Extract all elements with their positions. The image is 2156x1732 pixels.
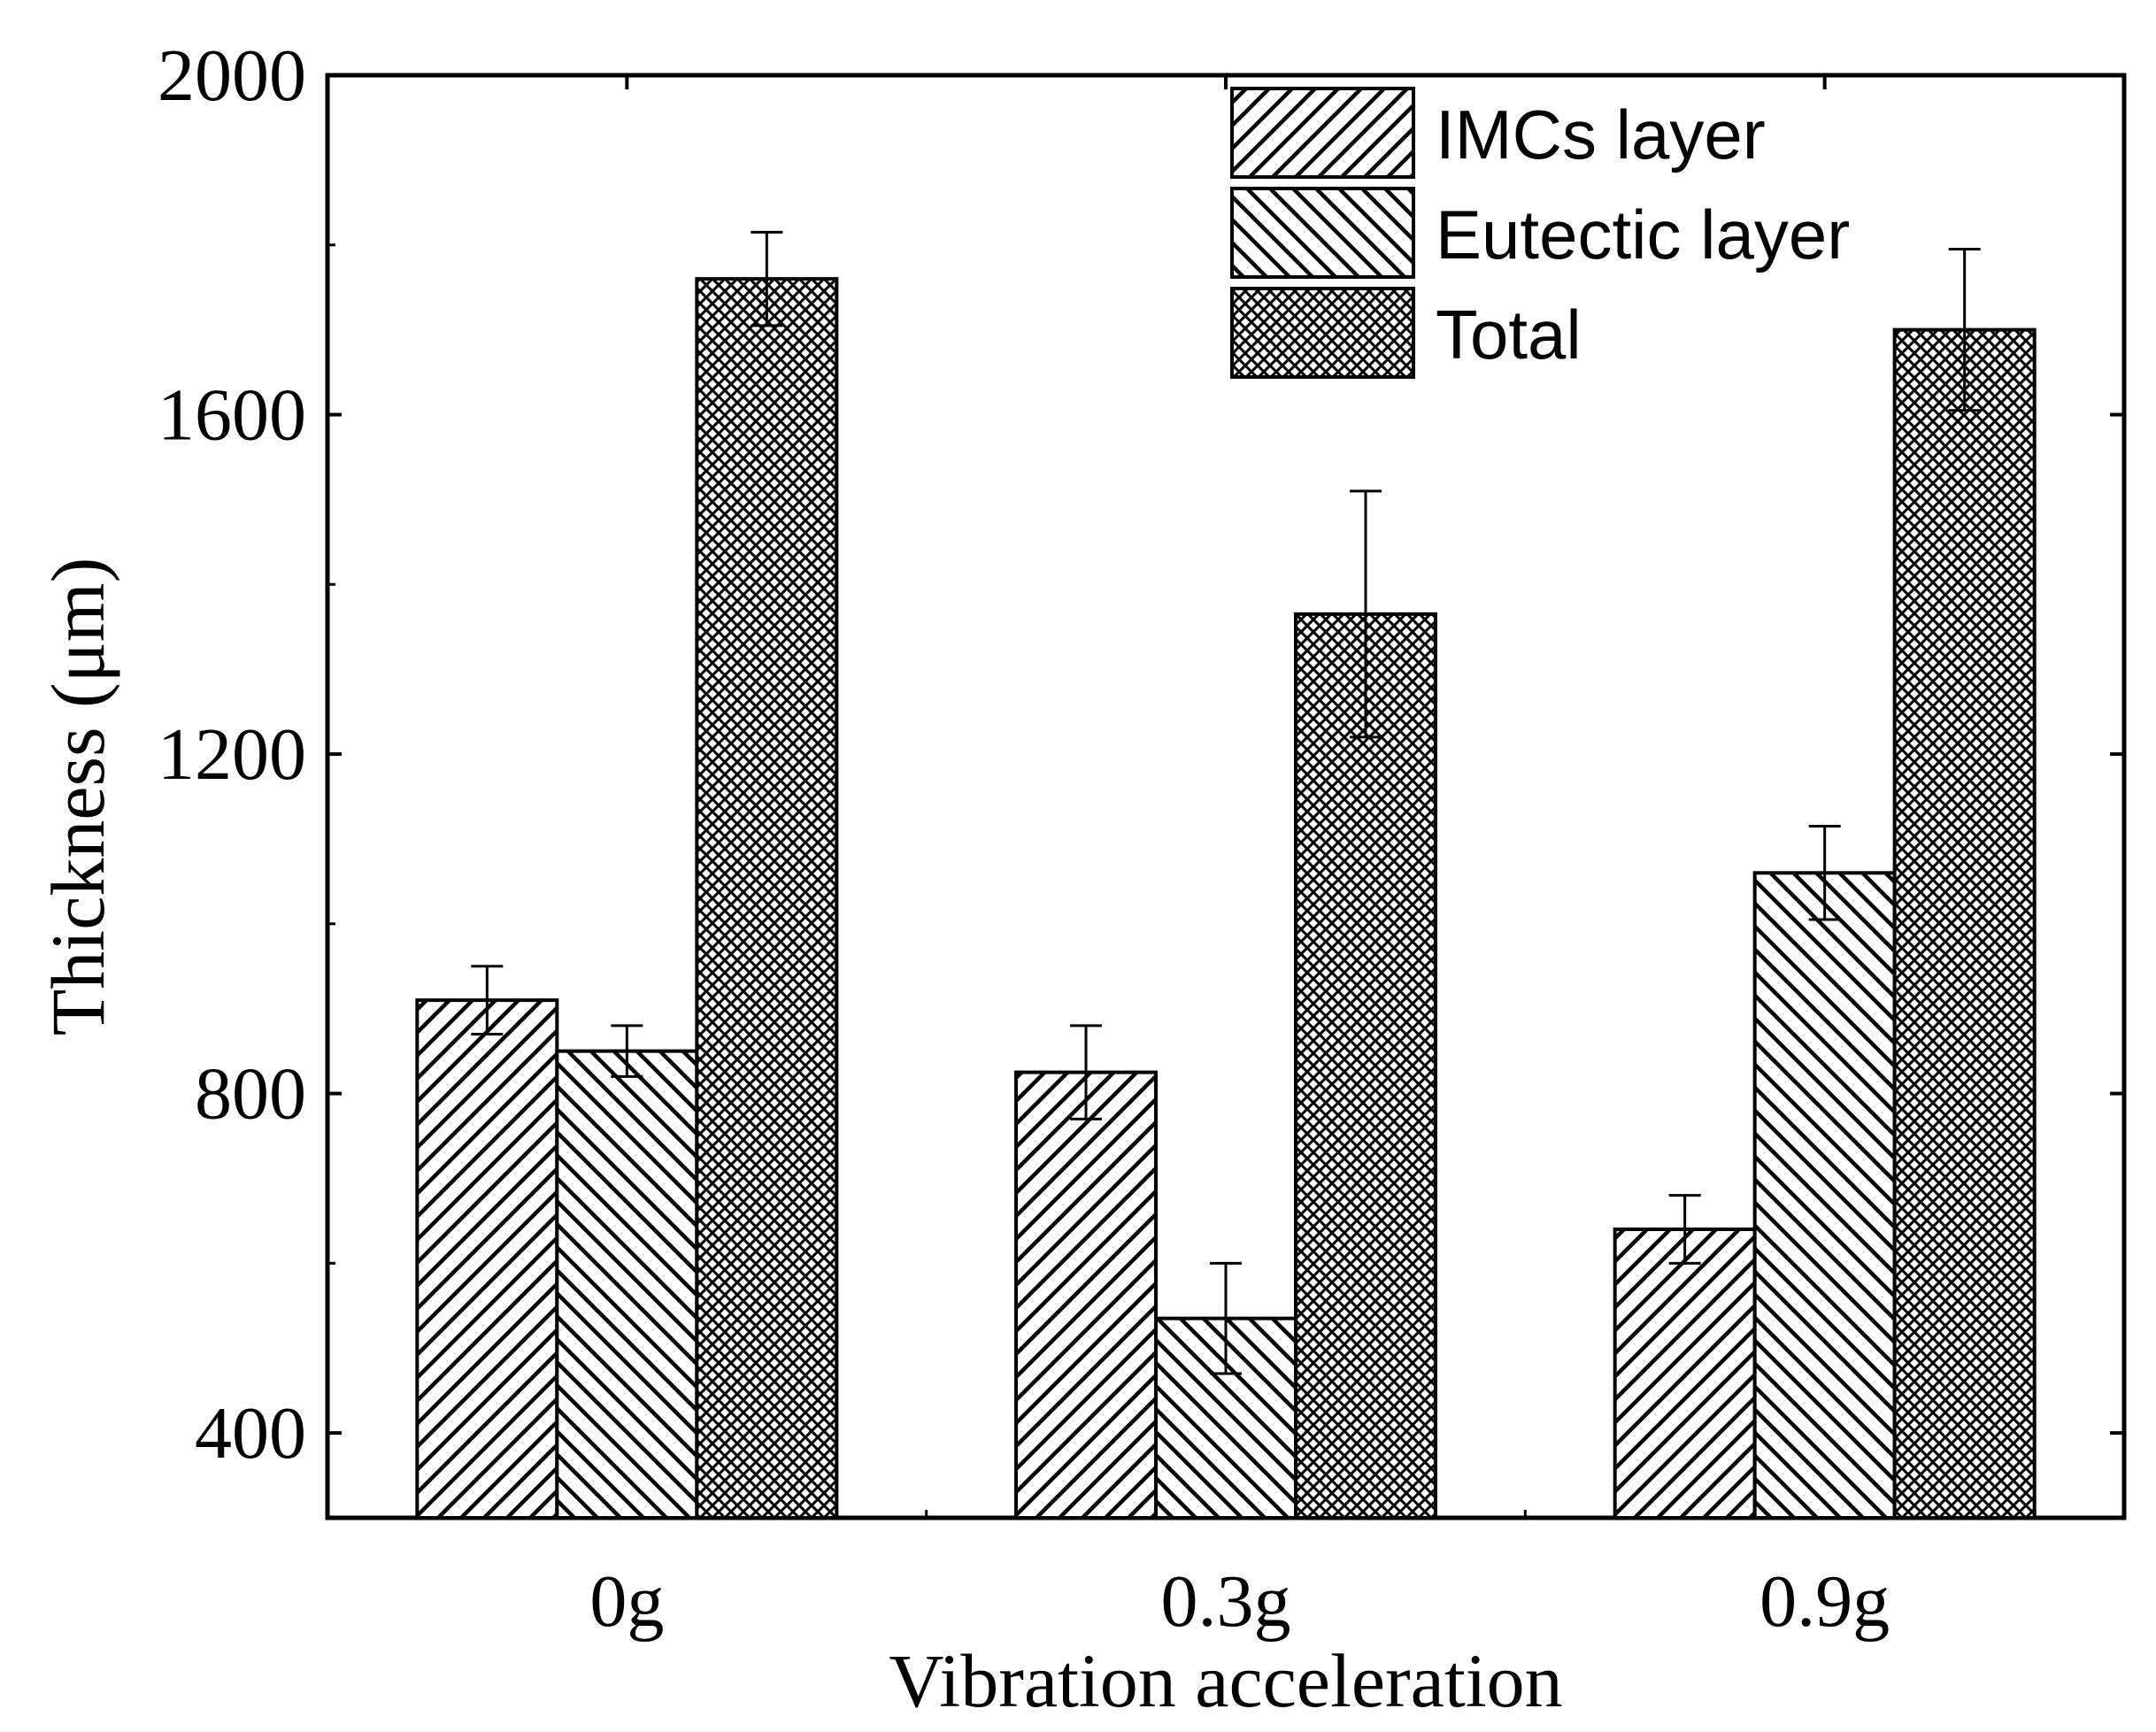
bar-series-group bbox=[415, 277, 2037, 1520]
y-tick-label: 1200 bbox=[158, 713, 306, 796]
y-tick-label: 1600 bbox=[158, 374, 306, 457]
y-axis-title: Thickness (μm) bbox=[35, 558, 120, 1035]
legend-swatch bbox=[1230, 187, 1415, 279]
y-tick-label: 400 bbox=[195, 1392, 306, 1474]
legend-label: Total bbox=[1436, 296, 1582, 373]
bar-hatch-backward bbox=[1752, 871, 1897, 1520]
legend-label: IMCs layer bbox=[1436, 96, 1766, 173]
x-axis: 0g 0.3g 0.9g bbox=[589, 75, 1890, 1643]
y-tick-label: 2000 bbox=[158, 35, 306, 117]
bar-crosshatch bbox=[695, 277, 839, 1520]
bar-hatch-backward bbox=[555, 1049, 699, 1520]
error-bars-group bbox=[471, 230, 1981, 1375]
bar-crosshatch bbox=[1294, 612, 1437, 1520]
legend-label: Eutectic layer bbox=[1436, 196, 1850, 273]
legend-swatch bbox=[1230, 87, 1415, 179]
legend-swatch bbox=[1230, 287, 1415, 379]
x-tick-label: 0.3g bbox=[1161, 1560, 1291, 1643]
bar-hatch-forward bbox=[1613, 1228, 1757, 1520]
y-axis: 400 800 1200 1600 2000 bbox=[158, 35, 2124, 1474]
x-axis-title: Vibration acceleration bbox=[889, 1638, 1562, 1723]
bar-crosshatch bbox=[1892, 327, 2037, 1520]
x-tick-label: 0.9g bbox=[1759, 1560, 1890, 1643]
x-tick-label: 0g bbox=[589, 1560, 664, 1643]
bar-hatch-forward bbox=[1014, 1070, 1158, 1520]
bar-hatch-forward bbox=[415, 998, 559, 1520]
y-tick-label: 800 bbox=[195, 1053, 306, 1135]
legend: IMCs layer Eutectic layer Total bbox=[1230, 87, 1850, 379]
